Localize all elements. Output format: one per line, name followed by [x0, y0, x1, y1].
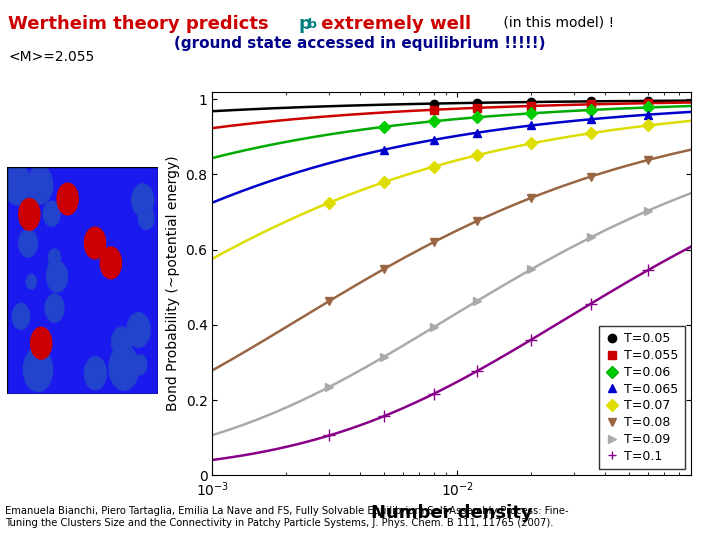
Text: extremely well: extremely well — [315, 15, 471, 33]
Circle shape — [19, 230, 37, 257]
Circle shape — [84, 227, 106, 259]
Y-axis label: Bond Probability (~potential energy): Bond Probability (~potential energy) — [166, 156, 180, 411]
Circle shape — [23, 348, 53, 392]
Circle shape — [47, 262, 66, 289]
Circle shape — [134, 355, 147, 375]
Text: (in this model) !: (in this model) ! — [499, 15, 614, 29]
Circle shape — [47, 261, 68, 292]
Circle shape — [4, 165, 31, 205]
Legend: T=0.05, T=0.055, T=0.06, T=0.065, T=0.07, T=0.08, T=0.09, T=0.1: T=0.05, T=0.055, T=0.06, T=0.065, T=0.07… — [599, 326, 685, 469]
Circle shape — [127, 313, 150, 347]
Circle shape — [45, 294, 64, 322]
Circle shape — [12, 303, 30, 329]
Text: p: p — [299, 15, 312, 33]
Circle shape — [57, 183, 78, 215]
Circle shape — [109, 345, 139, 390]
Circle shape — [37, 336, 50, 355]
Text: (ground state accessed in equilibrium !!!!!): (ground state accessed in equilibrium !!… — [174, 36, 546, 51]
Circle shape — [43, 201, 60, 226]
Circle shape — [84, 357, 107, 390]
Text: Emanuela Bianchi, Piero Tartaglia, Emilia La Nave and FS, Fully Solvable Equilib: Emanuela Bianchi, Piero Tartaglia, Emili… — [5, 506, 569, 528]
Circle shape — [112, 327, 132, 357]
X-axis label: Number density: Number density — [371, 504, 533, 522]
Circle shape — [31, 327, 52, 359]
Text: <M>=2.055: <M>=2.055 — [8, 50, 94, 64]
Circle shape — [100, 247, 122, 279]
Circle shape — [19, 199, 40, 230]
Circle shape — [47, 263, 59, 281]
Text: Wertheim theory predicts: Wertheim theory predicts — [8, 15, 275, 33]
Circle shape — [138, 206, 154, 230]
Circle shape — [27, 274, 36, 289]
Circle shape — [48, 249, 60, 267]
Text: b: b — [308, 18, 317, 31]
Circle shape — [27, 166, 53, 204]
Circle shape — [132, 184, 153, 217]
